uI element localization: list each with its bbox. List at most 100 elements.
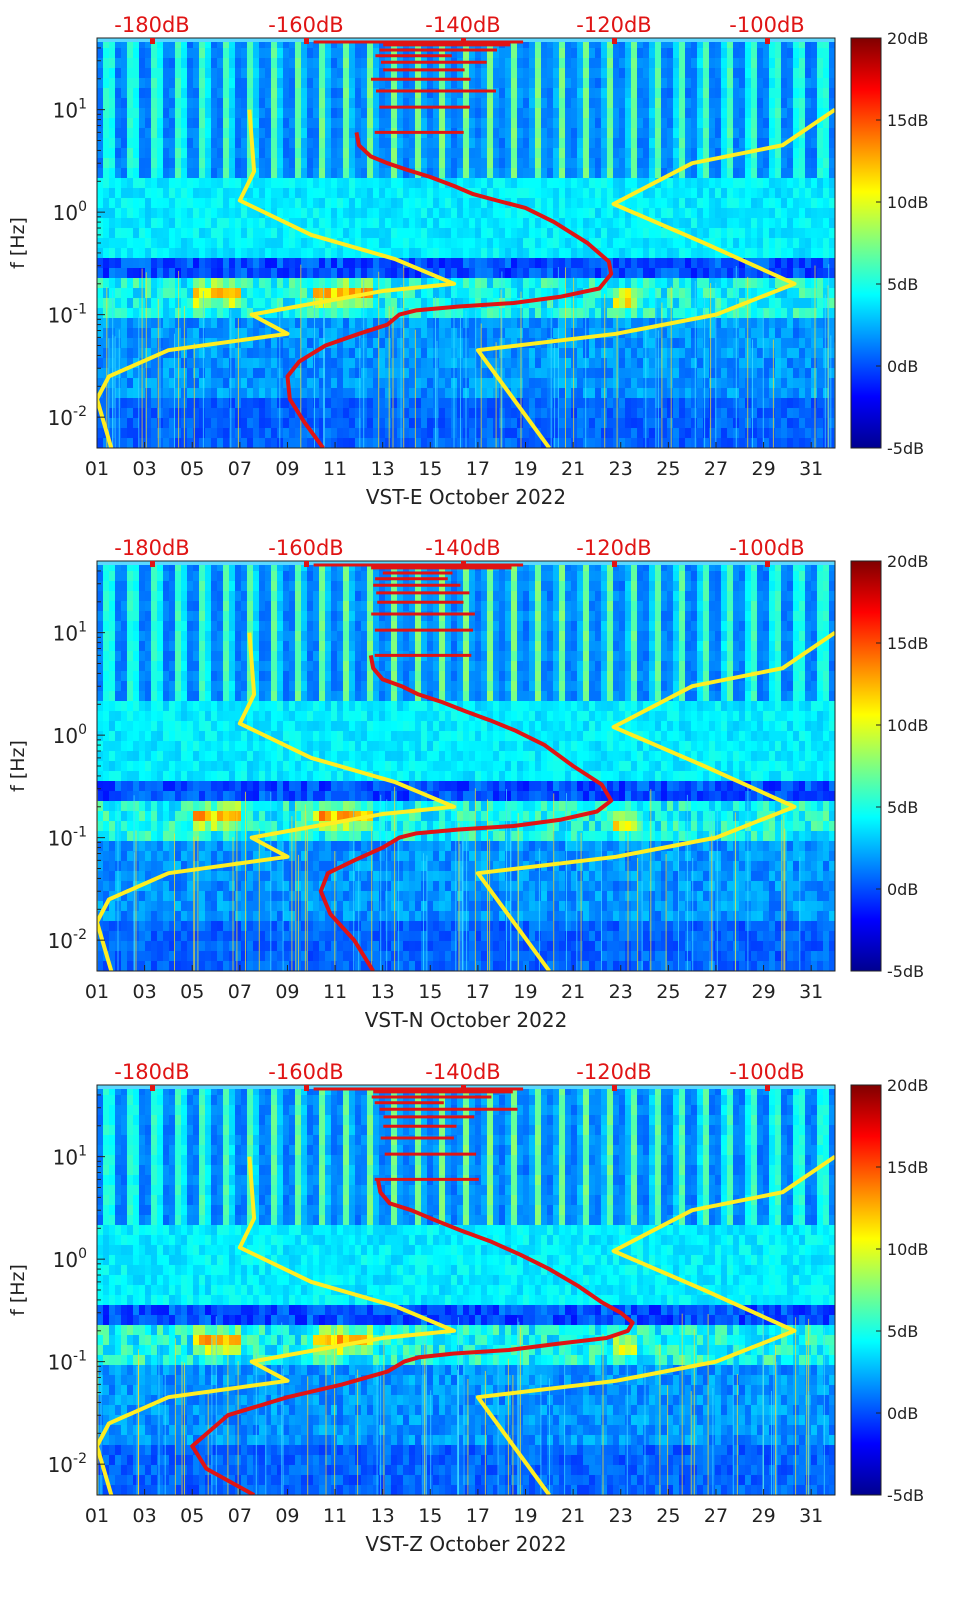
top-axis-tick xyxy=(150,1085,155,1091)
x-tick-label: 27 xyxy=(704,458,728,480)
x-tick-label: 11 xyxy=(323,1505,347,1527)
top-axis-label: -100dB xyxy=(729,13,804,37)
x-tick-label: 07 xyxy=(228,458,252,480)
x-tick-label: 13 xyxy=(371,981,395,1003)
colorbar-tick-label: 0dB xyxy=(887,357,918,376)
x-tick-label: 09 xyxy=(275,981,299,1003)
top-axis-label: -160dB xyxy=(268,1060,343,1084)
top-axis-label: -160dB xyxy=(268,13,343,37)
top-axis-label: -100dB xyxy=(729,1060,804,1084)
top-axis-tick xyxy=(612,38,617,44)
x-tick-label: 11 xyxy=(323,458,347,480)
colorbar-tick-label: 20dB xyxy=(887,29,929,48)
x-tick-label: 17 xyxy=(466,981,490,1003)
x-tick-label: 23 xyxy=(609,458,633,480)
top-axis-tick xyxy=(304,38,309,44)
x-tick-label: 03 xyxy=(133,458,157,480)
noise-model-curve-2 xyxy=(475,107,835,448)
y-axis-label: f [Hz] xyxy=(7,740,29,792)
top-axis-tick xyxy=(461,38,466,44)
colorbar-tick-label: 20dB xyxy=(887,1076,929,1095)
top-axis-tick xyxy=(461,1085,466,1091)
x-tick-label: 19 xyxy=(513,1505,537,1527)
x-tick-label: 25 xyxy=(656,1505,680,1527)
x-tick-label: 21 xyxy=(561,1505,585,1527)
x-tick-label: 01 xyxy=(85,1505,109,1527)
colorbar-tick-label: -5dB xyxy=(887,439,924,458)
y-axis-label: f [Hz] xyxy=(7,217,29,269)
noise-model-curve-1 xyxy=(97,1156,457,1495)
colorbar-tick-label: 15dB xyxy=(887,1158,929,1177)
colorbar-tick-label: 5dB xyxy=(887,1322,918,1341)
x-tick-label: 03 xyxy=(133,981,157,1003)
x-tick-label: 13 xyxy=(371,458,395,480)
x-tick-label: 19 xyxy=(513,981,537,1003)
colorbar-tick-label: 5dB xyxy=(887,275,918,294)
spectrogram-image xyxy=(97,561,835,971)
top-axis-label: -120dB xyxy=(576,13,651,37)
top-axis-label: -160dB xyxy=(268,536,343,560)
x-tick-label: 01 xyxy=(85,981,109,1003)
x-tick-label: 09 xyxy=(275,458,299,480)
top-axis-label: -120dB xyxy=(576,1060,651,1084)
top-axis-label: -100dB xyxy=(729,536,804,560)
x-tick-label: 23 xyxy=(609,981,633,1003)
top-axis-tick xyxy=(150,561,155,567)
x-axis-label: VST-N October 2022 xyxy=(365,1008,568,1032)
top-axis-label: -140dB xyxy=(425,536,500,560)
y-tick-label: 10-1 xyxy=(48,825,87,851)
y-tick-label: 10-2 xyxy=(48,1451,87,1477)
x-tick-label: 01 xyxy=(85,458,109,480)
top-axis-label: -180dB xyxy=(114,13,189,37)
colorbar-tick-label: 10dB xyxy=(887,193,929,212)
x-tick-label: 21 xyxy=(561,458,585,480)
x-axis-label: VST-Z October 2022 xyxy=(365,1532,566,1556)
top-axis-label: -140dB xyxy=(425,13,500,37)
y-tick-label: 10-2 xyxy=(48,927,87,953)
noise-model-curve-2 xyxy=(475,630,835,971)
spectrogram-panel-vst-z: 01 03 05 07 09 11 13 15 17 19 21 23 25 27 29 31 VST-Z Oc… xyxy=(7,1060,929,1556)
colorbar xyxy=(850,37,882,449)
x-tick-label: 23 xyxy=(609,1505,633,1527)
x-tick-label: 19 xyxy=(513,458,537,480)
x-tick-label: 27 xyxy=(704,981,728,1003)
colorbar-tick-label: 10dB xyxy=(887,1240,929,1259)
y-axis-label: f [Hz] xyxy=(7,1264,29,1316)
x-tick-label: 25 xyxy=(656,981,680,1003)
y-tick-label: 10-1 xyxy=(48,1349,87,1375)
top-axis-tick xyxy=(304,561,309,567)
top-axis-tick xyxy=(765,561,770,567)
spectrogram-panel-vst-n: 01 03 05 07 09 11 13 15 17 19 21 23 25 27 29 31 VST-N Oc… xyxy=(7,536,929,1032)
x-tick-label: 05 xyxy=(180,981,204,1003)
colorbar xyxy=(850,1084,882,1496)
x-tick-label: 07 xyxy=(228,1505,252,1527)
x-tick-label: 27 xyxy=(704,1505,728,1527)
spectrogram-panel-vst-e: 01 03 05 07 09 11 13 15 17 19 21 23 25 27 29 31 VST-E Oc… xyxy=(7,13,929,509)
y-tick-label: 101 xyxy=(53,620,87,646)
y-tick-label: 100 xyxy=(53,199,87,225)
x-tick-label: 05 xyxy=(180,1505,204,1527)
spectrogram-image xyxy=(97,38,835,448)
x-tick-label: 17 xyxy=(466,458,490,480)
x-tick-label: 29 xyxy=(751,458,775,480)
y-tick-label: 101 xyxy=(53,97,87,123)
noise-model-curve-1 xyxy=(97,632,457,971)
power-spectrum-curve xyxy=(285,132,614,448)
power-spectrum-curve xyxy=(190,1179,635,1495)
colorbar-tick-label: 10dB xyxy=(887,716,929,735)
top-axis-tick xyxy=(765,1085,770,1091)
x-tick-label: 03 xyxy=(133,1505,157,1527)
top-axis-tick xyxy=(612,561,617,567)
x-tick-label: 13 xyxy=(371,1505,395,1527)
y-tick-label: 100 xyxy=(53,1246,87,1272)
colorbar-tick-label: 0dB xyxy=(887,880,918,899)
x-axis-label: VST-E October 2022 xyxy=(366,485,566,509)
top-axis-tick xyxy=(304,1085,309,1091)
x-tick-label: 31 xyxy=(799,981,823,1003)
x-tick-label: 29 xyxy=(751,1505,775,1527)
top-axis-tick xyxy=(150,38,155,44)
colorbar-tick-label: -5dB xyxy=(887,1486,924,1505)
top-axis-label: -140dB xyxy=(425,1060,500,1084)
power-spectrum-curve xyxy=(318,655,614,971)
